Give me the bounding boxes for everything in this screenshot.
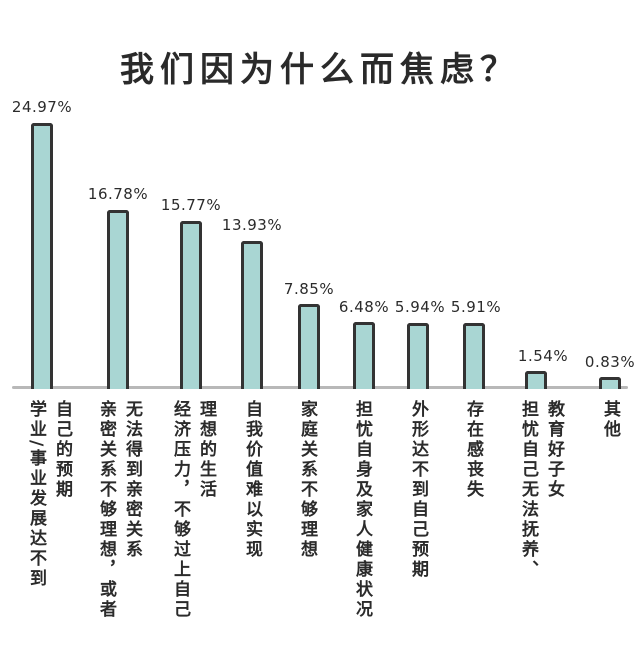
bar-10 <box>599 377 621 389</box>
category-label-1: 自己的预期 学业/事业发展达不到 <box>26 400 72 589</box>
category-label-4-line-1: 自我价值难以实现 <box>242 400 262 560</box>
bar-7 <box>407 323 429 389</box>
category-label-4: 自我价值难以实现 <box>242 400 262 560</box>
value-label-6: 6.48% <box>338 298 390 316</box>
category-label-6: 担忧自身及家人健康状况 <box>352 400 372 620</box>
category-label-7-line-1: 外形达不到自己预期 <box>408 400 428 580</box>
bar-9 <box>525 371 547 389</box>
category-label-2-line-1: 无法得到亲密关系 <box>122 400 142 560</box>
value-label-2: 16.78% <box>87 185 149 203</box>
category-label-9: 教育好子女 担忧自己无法抚养、 <box>518 400 564 580</box>
bar-5 <box>298 304 320 389</box>
value-label-4: 13.93% <box>221 216 283 234</box>
bar-3 <box>180 221 202 389</box>
category-label-3-line-1: 理想的生活 <box>196 400 216 500</box>
value-label-1: 24.97% <box>11 98 73 116</box>
category-label-10-line-1: 其他 <box>600 400 620 440</box>
chart-title: 我们因为什么而焦虑？ <box>120 50 520 90</box>
category-label-6-line-1: 担忧自身及家人健康状况 <box>352 400 372 620</box>
category-label-1-line-1: 自己的预期 <box>52 400 72 500</box>
value-label-9: 1.54% <box>517 347 569 365</box>
category-label-7: 外形达不到自己预期 <box>408 400 428 580</box>
category-label-9-line-1: 教育好子女 <box>544 400 564 500</box>
x-axis-baseline <box>12 386 628 389</box>
value-label-7: 5.94% <box>394 298 446 316</box>
category-label-10: 其他 <box>600 400 620 440</box>
value-label-8: 5.91% <box>450 298 502 316</box>
category-label-1-line-2: 学业/事业发展达不到 <box>26 400 46 590</box>
category-label-8: 存在感丧失 <box>463 400 483 500</box>
category-label-9-line-2: 担忧自己无法抚养、 <box>518 400 538 580</box>
category-label-3-line-2: 经济压力，不够过上自己 <box>170 400 190 620</box>
bar-2 <box>107 210 129 389</box>
value-label-5: 7.85% <box>283 280 335 298</box>
category-label-8-line-1: 存在感丧失 <box>463 400 483 500</box>
value-label-3: 15.77% <box>160 196 222 214</box>
bar-8 <box>463 323 485 389</box>
category-label-2: 无法得到亲密关系 亲密关系不够理想，或者 <box>96 400 142 620</box>
category-label-2-line-2: 亲密关系不够理想，或者 <box>96 400 116 620</box>
value-label-10: 0.83% <box>584 353 636 371</box>
bar-1 <box>31 123 53 389</box>
bar-4 <box>241 241 263 389</box>
category-label-5: 家庭关系不够理想 <box>297 400 317 560</box>
category-label-3: 理想的生活 经济压力，不够过上自己 <box>170 400 216 620</box>
category-label-5-line-1: 家庭关系不够理想 <box>297 400 317 560</box>
bar-6 <box>353 322 375 389</box>
